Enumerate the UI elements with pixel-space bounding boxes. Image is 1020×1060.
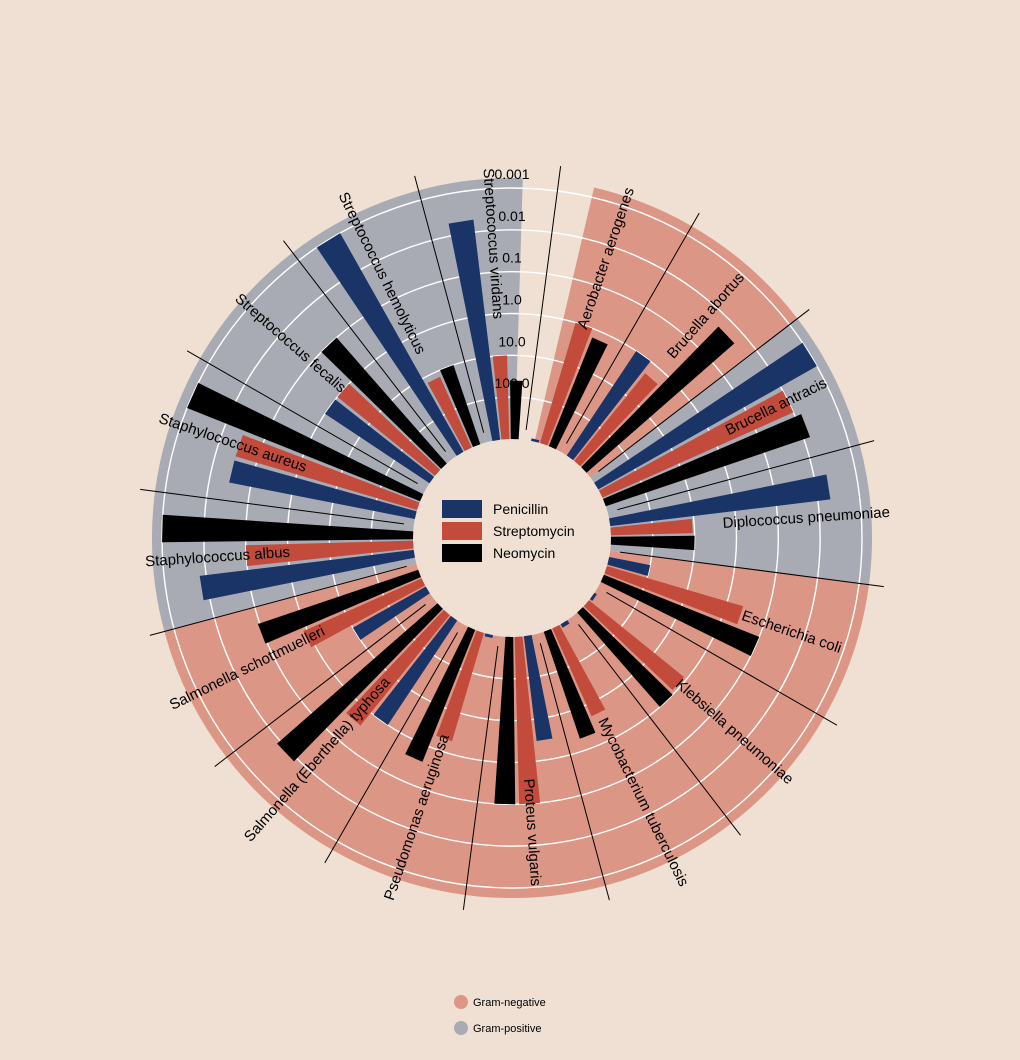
bar-streptococcus-viridans-streptomycin [492,355,510,440]
bar-diplococcus-pneumoniae-streptomycin [610,518,693,536]
bar-salmonella-eberthella-typhosa-penicillin [373,615,458,726]
bar-salmonella-eberthella-typhosa-neomycin [277,603,443,762]
bar-brucella-antracis-streptomycin [598,390,794,498]
spoke-7 [539,643,610,901]
spoke-1 [565,212,700,444]
bar-staphylococcus-albus-penicillin [199,549,415,601]
bar-staphylococcus-aureus-penicillin [229,460,417,519]
legend-label-streptomycin: Streptomycin [493,523,575,539]
bars [162,219,831,805]
ring-label-1: 0.01 [498,208,525,224]
bar-pseudomonas-aeruginosa-streptomycin [436,630,484,742]
spoke-14 [283,240,446,452]
legend-swatch-neomycin [442,544,482,562]
bar-brucella-abortus-streptomycin [574,373,658,467]
bar-salmonella-schottmuelleri-neomycin [257,569,422,644]
bar-escherichia-coli-streptomycin [604,566,744,625]
bar-aerobacter-aerogenes-neomycin [548,337,608,450]
gram-negative-label: Gram-negative [473,997,546,1009]
spoke-5 [606,591,838,726]
ring-label-0: 0.001 [494,166,529,182]
spoke-11 [149,565,407,636]
legend-swatch-streptomycin [442,522,482,540]
antibiotic-legend: Penicillin Streptomycin Neomycin [442,500,575,562]
spoke-15 [414,175,485,433]
bar-proteus-vulgaris-penicillin [523,635,553,742]
spoke-10 [214,604,426,767]
ring-label-2: 0.1 [502,250,522,266]
spokes [140,166,884,910]
bar-proteus-vulgaris-streptomycin [514,636,541,805]
gram-negative-swatch [454,995,468,1009]
bar-diplococcus-pneumoniae-neomycin [610,535,695,551]
ring-label-3: 1.0 [502,292,522,308]
gram-positive-swatch [454,1021,468,1035]
bar-klebsiella-pneumoniae-streptomycin [583,600,685,691]
bar-proteus-vulgaris-neomycin [494,636,516,805]
ring-label-4: 10.0 [498,333,525,349]
grid-rings [161,187,863,889]
spoke-6 [578,624,741,836]
ring-labels: 0.001 0.01 0.1 1.0 10.0 100.0 [494,166,529,391]
grid-ring-0 [161,187,863,889]
bar-streptococcus-fecalis-neomycin [321,337,447,469]
bar-streptococcus-hemolyticus-streptomycin [427,376,472,452]
bar-pseudomonas-aeruginosa-neomycin [405,626,476,762]
spoke-2 [598,309,810,472]
bar-streptococcus-viridans-penicillin [448,219,501,441]
bar-streptococcus-hemolyticus-neomycin [440,364,481,448]
bar-staphylococcus-albus-streptomycin [245,540,414,567]
bar-staphylococcus-albus-neomycin [162,514,414,543]
bar-streptococcus-fecalis-penicillin [324,399,435,484]
bar-diplococcus-pneumoniae-penicillin [609,474,831,527]
bar-aerobacter-aerogenes-streptomycin [540,322,593,446]
bar-escherichia-coli-penicillin [607,557,651,576]
bar-mycobacterium-tuberculosis-neomycin [543,628,596,739]
spoke-13 [186,350,418,485]
spoke-0 [525,166,562,430]
bar-staphylococcus-aureus-streptomycin [235,434,420,510]
legend-label-neomycin: Neomycin [493,545,555,561]
spoke-12 [140,488,404,525]
bar-mycobacterium-tuberculosis-penicillin [560,620,570,628]
bar-brucella-abortus-neomycin [581,326,735,473]
bar-escherichia-coli-neomycin [600,574,760,657]
bar-streptococcus-viridans-neomycin [510,380,523,440]
bar-klebsiella-pneumoniae-penicillin [589,592,597,601]
spoke-3 [617,440,875,511]
center-hole [413,439,611,637]
bar-salmonella-schottmuelleri-penicillin [352,586,430,640]
legend-swatch-penicillin [442,500,482,518]
bar-salmonella-schottmuelleri-streptomycin [303,578,426,648]
bar-brucella-abortus-penicillin [566,350,651,461]
bar-salmonella-eberthella-typhosa-streptomycin [346,609,450,726]
gram-positive-label: Gram-positive [473,1023,541,1035]
bar-streptococcus-hemolyticus-penicillin [316,233,464,456]
bar-staphylococcus-aureus-neomycin [187,382,424,502]
spoke-8 [462,646,499,910]
bar-brucella-antracis-penicillin [594,342,817,490]
spoke-9 [324,632,459,864]
ring-label-5: 100.0 [494,375,529,391]
bar-pseudomonas-aeruginosa-penicillin [484,633,493,639]
bar-streptococcus-fecalis-streptomycin [337,383,441,476]
gram-legend: Gram-negative Gram-positive [454,995,546,1035]
bar-mycobacterium-tuberculosis-streptomycin [552,624,606,717]
legend-label-penicillin: Penicillin [493,501,548,517]
spoke-4 [620,551,884,588]
bar-aerobacter-aerogenes-penicillin [531,438,540,443]
bar-brucella-antracis-neomycin [602,414,811,507]
bar-klebsiella-pneumoniae-neomycin [577,607,673,707]
